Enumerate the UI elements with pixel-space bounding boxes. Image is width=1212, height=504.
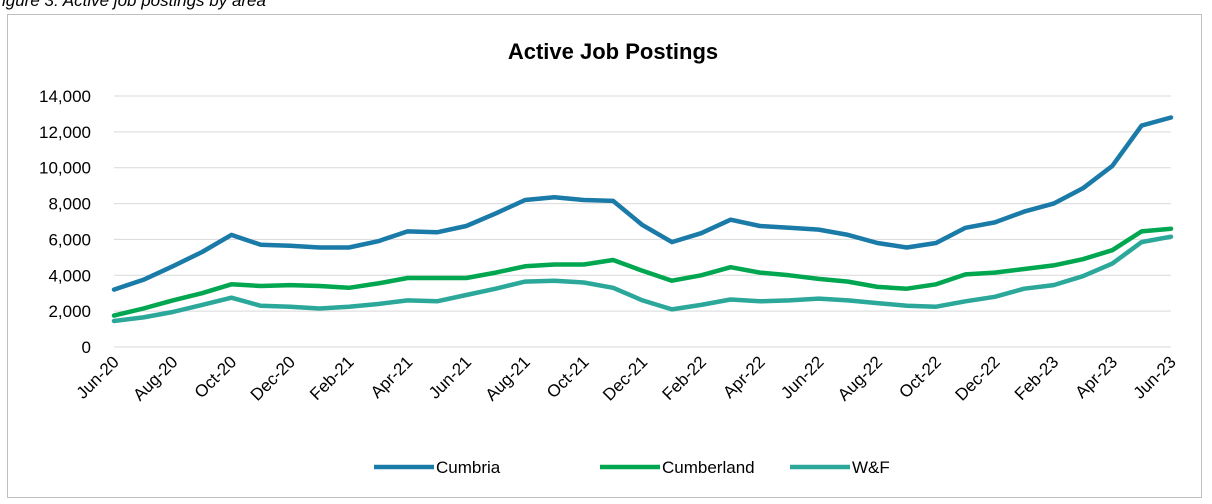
y-tick-label: 14,000 bbox=[39, 87, 91, 106]
x-tick-label: Jun-21 bbox=[425, 352, 475, 402]
y-tick-label: 4,000 bbox=[48, 266, 91, 285]
x-tick-label: Jun-22 bbox=[777, 352, 827, 402]
x-tick-label: Feb-22 bbox=[659, 352, 711, 404]
legend: Cumbria Cumberland W&F bbox=[374, 458, 890, 477]
x-tick-label: Dec-20 bbox=[247, 352, 299, 404]
x-tick-label: Feb-21 bbox=[306, 352, 358, 404]
series-lines bbox=[111, 115, 1174, 324]
x-tick-label: Apr-22 bbox=[719, 352, 769, 402]
gridlines bbox=[114, 95, 1171, 312]
chart-title: Active Job Postings bbox=[508, 39, 718, 64]
x-tick-label: Feb-23 bbox=[1011, 352, 1063, 404]
chart-frame: Active Job Postings 0 2,000 4,000 6,000 8,00… bbox=[7, 14, 1202, 498]
y-axis-ticks: 0 2,000 4,000 6,000 8,000 10,000 12,000 14,000 bbox=[39, 87, 91, 357]
y-tick-label: 6,000 bbox=[48, 230, 91, 249]
series-line-cumbria bbox=[111, 115, 1174, 292]
y-tick-label: 0 bbox=[82, 338, 91, 357]
series-line-w-f bbox=[111, 234, 1174, 324]
y-tick-label: 2,000 bbox=[48, 302, 91, 321]
x-tick-label: Oct-21 bbox=[543, 352, 593, 402]
y-tick-label: 10,000 bbox=[39, 159, 91, 178]
x-tick-label: Aug-22 bbox=[834, 352, 886, 404]
series-line-cumberland bbox=[111, 226, 1174, 318]
y-tick-label: 12,000 bbox=[39, 123, 91, 142]
x-tick-label: Dec-22 bbox=[951, 352, 1003, 404]
x-tick-label: Jun-20 bbox=[73, 352, 123, 402]
legend-label: Cumberland bbox=[662, 458, 755, 477]
x-tick-label: Aug-20 bbox=[129, 352, 181, 404]
x-tick-label: Apr-21 bbox=[367, 352, 417, 402]
x-tick-label: Oct-22 bbox=[895, 352, 945, 402]
x-tick-label: Jun-23 bbox=[1130, 352, 1180, 402]
line-chart: Active Job Postings 0 2,000 4,000 6,000 8,00… bbox=[39, 39, 1180, 477]
legend-label: W&F bbox=[852, 458, 890, 477]
x-tick-label: Aug-21 bbox=[482, 352, 534, 404]
x-tick-label: Oct-20 bbox=[191, 352, 241, 402]
figure-caption: igure 3: Active job postings by area bbox=[0, 0, 1212, 10]
legend-label: Cumbria bbox=[436, 458, 501, 477]
figure-caption-text: igure 3: Active job postings by area bbox=[2, 0, 266, 10]
x-tick-label: Dec-21 bbox=[599, 352, 651, 404]
x-tick-label: Apr-23 bbox=[1072, 352, 1122, 402]
x-axis-ticks: Jun-20 Aug-20 Oct-20 Dec-20 Feb-21 Apr-21 Jun-… bbox=[73, 352, 1180, 404]
y-tick-label: 8,000 bbox=[48, 195, 91, 214]
